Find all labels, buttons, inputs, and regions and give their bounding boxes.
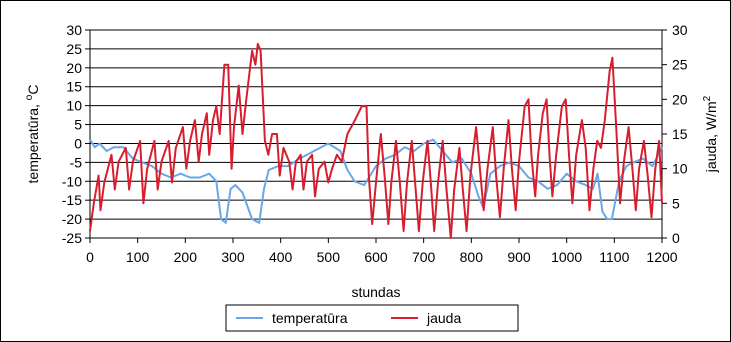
left-y-tick-label: 30	[66, 22, 82, 38]
right-y-tick-label: 20	[672, 91, 688, 107]
left-y-tick-label: 10	[66, 98, 82, 114]
x-tick-label: 900	[507, 249, 531, 265]
x-ticks: 0 100 200 300 400 500 600 700 800 900 1000 1100 1200	[86, 238, 678, 265]
left-y-tick-label: 15	[66, 79, 82, 95]
x-tick-label: 300	[221, 249, 245, 265]
left-y-axis-label: temperatūra, oC	[24, 85, 41, 184]
right-y-ticks: 0 5 10 15 20 25 30	[662, 22, 688, 246]
right-y-tick-label: 10	[672, 161, 688, 177]
x-tick-label: 0	[86, 249, 94, 265]
right-y-tick-label: 15	[672, 126, 688, 142]
right-y-tick-label: 25	[672, 57, 688, 73]
x-tick-label: 500	[317, 249, 341, 265]
right-y-tick-label: 30	[672, 22, 688, 38]
plot-area	[89, 29, 663, 239]
x-axis-label: stundas	[351, 284, 400, 300]
left-y-tick-label: 5	[74, 117, 82, 133]
x-tick-label: 1000	[551, 249, 582, 265]
legend-box	[225, 304, 519, 332]
legend-label-jauda: jauda	[426, 310, 461, 326]
right-y-axis-label: jauda, W/m2	[702, 95, 719, 173]
x-tick-label: 800	[460, 249, 484, 265]
left-y-tick-label: -25	[62, 230, 82, 246]
series-lines	[89, 42, 663, 239]
x-tick-label: 100	[126, 249, 150, 265]
right-y-tick-label: 5	[672, 195, 680, 211]
right-y-tick-label: 0	[672, 230, 680, 246]
left-y-ticks: -25 -20 -15 -10 -5 0 5 10 15 20 25 30	[62, 22, 90, 246]
x-tick-label: 200	[174, 249, 198, 265]
left-y-tick-label: -5	[70, 154, 83, 170]
series-line-jauda	[89, 42, 663, 239]
legend: temperatūra jauda	[225, 304, 519, 332]
x-tick-label: 700	[412, 249, 436, 265]
left-y-tick-label: 20	[66, 60, 82, 76]
x-tick-label: 400	[269, 249, 293, 265]
left-y-tick-label: -15	[62, 192, 82, 208]
left-y-tick-label: -10	[62, 173, 82, 189]
x-tick-label: 1200	[646, 249, 677, 265]
left-y-tick-label: 25	[66, 41, 82, 57]
x-tick-label: 600	[364, 249, 388, 265]
left-y-tick-label: -20	[62, 211, 82, 227]
left-y-tick-label: 0	[74, 135, 82, 151]
series-line-temperatura	[89, 138, 663, 224]
legend-label-temperatura: temperatūra	[272, 310, 348, 326]
x-tick-label: 1100	[599, 249, 629, 265]
